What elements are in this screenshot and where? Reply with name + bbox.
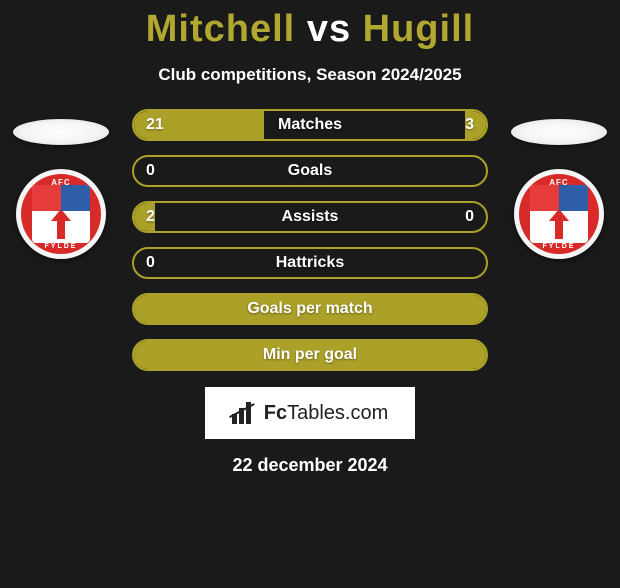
badge-shield-icon xyxy=(32,185,90,243)
content-area: AFC FYLDE AFC FYLDE 21 3 Matches 0 Goals 2 0 As… xyxy=(0,109,620,476)
logo-prefix: Fc xyxy=(264,402,287,424)
logo-suffix: Tables.com xyxy=(287,402,388,424)
stat-label: Goals per match xyxy=(247,300,372,318)
badge-bottom-text: FYLDE xyxy=(21,243,101,250)
stat-left-value: 21 xyxy=(146,116,164,134)
stat-bar: 2 0 Assists xyxy=(132,201,488,233)
stat-label: Hattricks xyxy=(276,254,344,272)
stat-label: Min per goal xyxy=(263,346,357,364)
player2-ellipse-icon xyxy=(511,119,607,145)
comparison-title: Mitchell vs Hugill xyxy=(0,8,620,51)
stat-label: Matches xyxy=(278,116,342,134)
stat-bar: 0 Goals xyxy=(132,155,488,187)
stat-left-value: 2 xyxy=(146,208,155,226)
player1-ellipse-icon xyxy=(13,119,109,145)
stat-bar: 0 Hattricks xyxy=(132,247,488,279)
stat-bar: 21 3 Matches xyxy=(132,109,488,141)
player1-side: AFC FYLDE xyxy=(6,119,116,259)
bar-chart-icon xyxy=(232,402,258,424)
stat-right-value: 3 xyxy=(465,116,474,134)
stat-left-value: 0 xyxy=(146,254,155,272)
badge-bottom-text: FYLDE xyxy=(519,243,599,250)
stat-right-value: 0 xyxy=(465,208,474,226)
player2-name: Hugill xyxy=(363,8,475,50)
subtitle: Club competitions, Season 2024/2025 xyxy=(0,65,620,85)
vs-text: vs xyxy=(307,8,351,50)
stat-label: Goals xyxy=(288,162,332,180)
stat-bar: Min per goal xyxy=(132,339,488,371)
logo-text: FcTables.com xyxy=(264,402,389,425)
stat-bars: 21 3 Matches 0 Goals 2 0 Assists 0 Hattricks Goals… xyxy=(132,109,488,371)
player1-club-badge: AFC FYLDE xyxy=(16,169,106,259)
badge-shield-icon xyxy=(530,185,588,243)
stat-left-value: 0 xyxy=(146,162,155,180)
footer-date: 22 december 2024 xyxy=(0,455,620,476)
fctables-logo: FcTables.com xyxy=(205,387,415,439)
stat-label: Assists xyxy=(282,208,339,226)
stat-bar: Goals per match xyxy=(132,293,488,325)
player1-name: Mitchell xyxy=(146,8,295,50)
player2-club-badge: AFC FYLDE xyxy=(514,169,604,259)
player2-side: AFC FYLDE xyxy=(504,119,614,259)
